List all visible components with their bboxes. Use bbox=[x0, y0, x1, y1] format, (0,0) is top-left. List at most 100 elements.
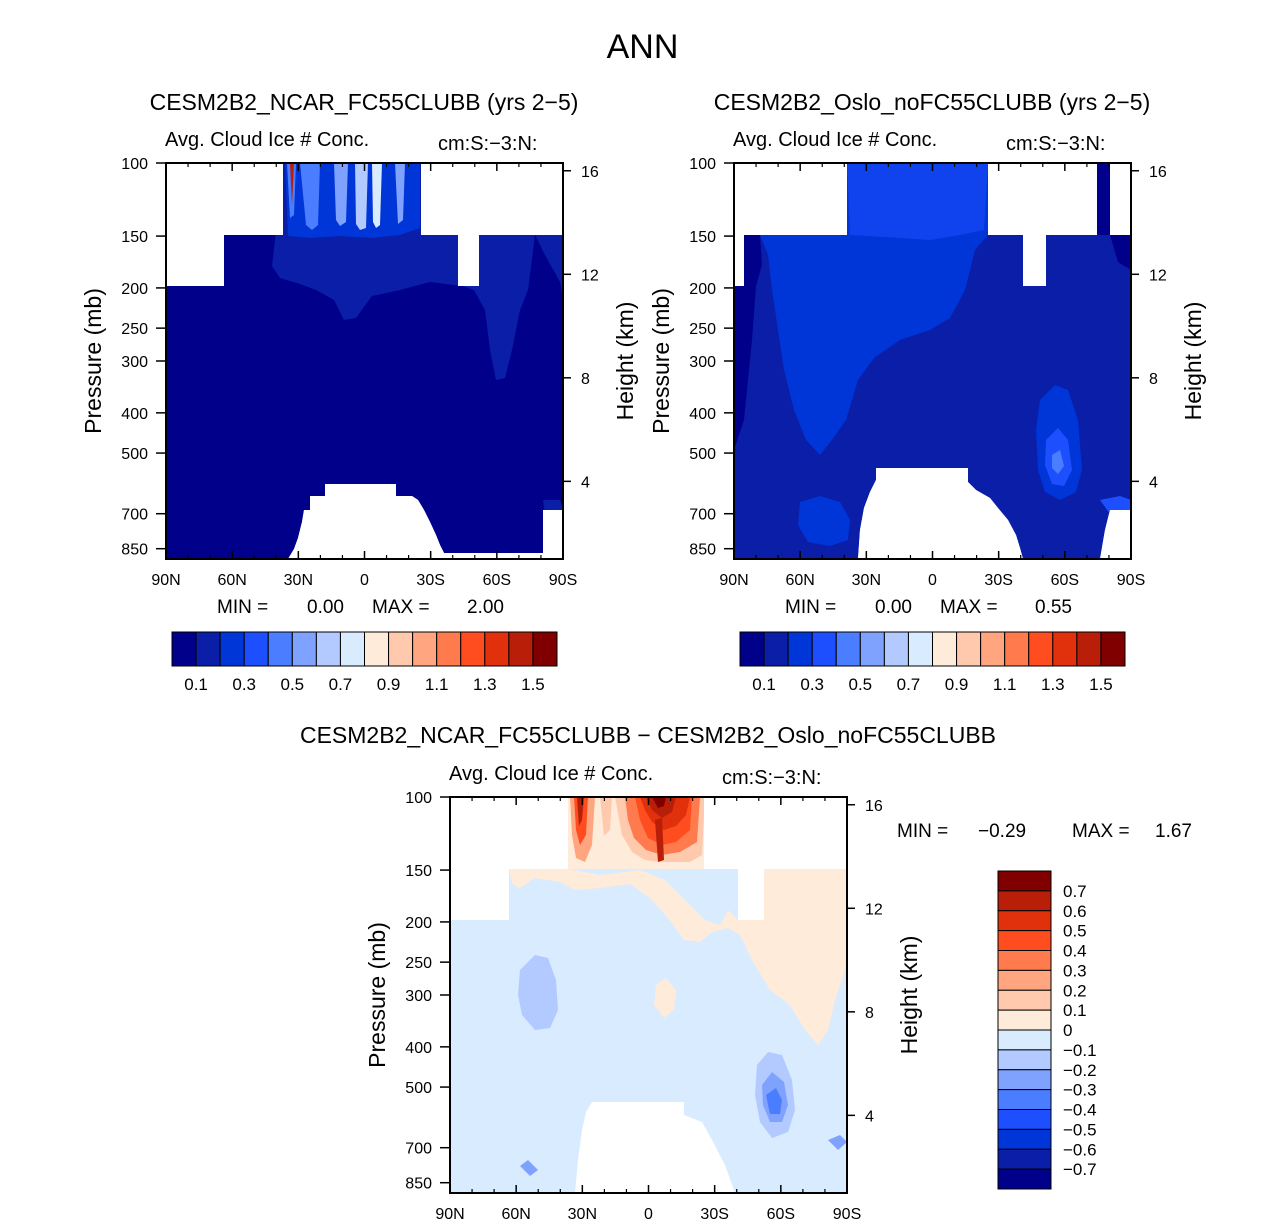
colorbar-label: 0 bbox=[1063, 1021, 1072, 1040]
colorbar-cell bbox=[508, 631, 534, 667]
contour-field bbox=[734, 163, 1131, 559]
colorbar-label: 0.6 bbox=[1063, 902, 1087, 921]
colorbar-cell bbox=[811, 631, 837, 667]
x-tick-label: 30S bbox=[700, 1206, 728, 1223]
colorbar-cell bbox=[997, 930, 1052, 951]
min-label: MIN = bbox=[217, 597, 268, 618]
colorbar-cell bbox=[997, 1089, 1052, 1110]
min-value: 0.00 bbox=[875, 597, 912, 618]
x-tick-label: 60S bbox=[767, 1206, 795, 1223]
colorbar-cell bbox=[243, 631, 269, 667]
y-tick-label: 250 bbox=[121, 321, 148, 338]
page-title: ANN bbox=[606, 28, 679, 66]
colorbar-cell bbox=[484, 631, 510, 667]
colorbar-cell bbox=[763, 631, 789, 667]
colorbar-label: 1.3 bbox=[1041, 675, 1065, 694]
x-tick-label: 90N bbox=[435, 1206, 464, 1223]
y-tick-label: 700 bbox=[689, 507, 716, 524]
colorbar-cell bbox=[388, 631, 414, 667]
colorbar-cell bbox=[339, 631, 365, 667]
height-tick-label: 4 bbox=[1149, 474, 1158, 491]
colorbar-label: 0.3 bbox=[800, 675, 824, 694]
colorbar-label: 0.9 bbox=[945, 675, 969, 694]
x-tick-label: 60N bbox=[217, 572, 246, 589]
colorbar-cell bbox=[171, 631, 197, 667]
height-tick-label: 12 bbox=[1149, 267, 1167, 284]
y-tick-label: 400 bbox=[405, 1040, 432, 1057]
variable-label: Avg. Cloud Ice # Conc. bbox=[449, 763, 653, 785]
colorbar-cell bbox=[835, 631, 861, 667]
colorbar-cell bbox=[195, 631, 221, 667]
colorbar-cell bbox=[436, 631, 462, 667]
colorbar-cell bbox=[997, 1128, 1052, 1150]
colorbar-cell bbox=[1076, 631, 1102, 667]
colorbar-label: −0.3 bbox=[1063, 1081, 1097, 1100]
height-tick-label: 4 bbox=[865, 1108, 874, 1125]
colorbar-cell bbox=[997, 1029, 1052, 1051]
x-tick-label: 30S bbox=[416, 572, 444, 589]
variable-label: Avg. Cloud Ice # Conc. bbox=[733, 129, 937, 151]
y-tick-label: 200 bbox=[689, 281, 716, 298]
x-tick-label: 30S bbox=[984, 572, 1012, 589]
height-tick-label: 16 bbox=[1149, 164, 1167, 181]
colorbar-cell bbox=[980, 631, 1006, 667]
min-label: MIN = bbox=[897, 821, 948, 842]
y-tick-label: 200 bbox=[121, 281, 148, 298]
colorbar-label: 0.4 bbox=[1063, 942, 1087, 961]
units-label: cm:S:−3:N: bbox=[1006, 133, 1105, 155]
case-title: CESM2B2_NCAR_FC55CLUBB (yrs 2−5) bbox=[150, 89, 579, 115]
colorbar-cell bbox=[1004, 631, 1030, 667]
colorbar-cell bbox=[956, 631, 982, 667]
y-tick-label: 700 bbox=[405, 1141, 432, 1158]
colorbar-label: 0.5 bbox=[848, 675, 872, 694]
y-tick-label: 850 bbox=[121, 542, 148, 559]
colorbar-cell bbox=[859, 631, 885, 667]
y-tick-label: 100 bbox=[405, 790, 432, 807]
y-tick-label: 500 bbox=[689, 446, 716, 463]
contour-field bbox=[166, 163, 563, 559]
y-tick-label: 100 bbox=[689, 156, 716, 173]
colorbar-label: 0.3 bbox=[1063, 961, 1087, 980]
colorbar-top-right: 0.1 0.3 0.5 0.7 0.9 1.1 1.3 1.5 bbox=[739, 631, 1126, 694]
colorbar-cell bbox=[997, 1069, 1052, 1091]
colorbar-cell bbox=[460, 631, 486, 667]
colorbar-cell bbox=[932, 631, 958, 667]
colorbar-label: 0.9 bbox=[377, 675, 401, 694]
x-tick-label: 90S bbox=[833, 1206, 861, 1223]
x-tick-label: 30N bbox=[284, 572, 313, 589]
y-tick-label: 400 bbox=[689, 406, 716, 423]
colorbar-cell bbox=[997, 1168, 1052, 1190]
height-tick-label: 8 bbox=[581, 371, 590, 388]
colorbar-label: 0.7 bbox=[1063, 882, 1087, 901]
y-axis-label: Pressure (mb) bbox=[648, 288, 674, 434]
y-tick-label: 250 bbox=[689, 321, 716, 338]
contour-field bbox=[450, 797, 847, 1193]
y-tick-label: 850 bbox=[405, 1176, 432, 1193]
colorbar-label: −0.1 bbox=[1063, 1041, 1097, 1060]
x-tick-label: 90N bbox=[719, 572, 748, 589]
x-tick-label: 30N bbox=[852, 572, 881, 589]
y-axis-label: Pressure (mb) bbox=[80, 288, 106, 434]
colorbar-label: 1.1 bbox=[425, 675, 449, 694]
colorbar-cell bbox=[997, 1148, 1052, 1170]
colorbar-label: 0.5 bbox=[280, 675, 304, 694]
y-tick-label: 200 bbox=[405, 915, 432, 932]
x-tick-label: 90S bbox=[1117, 572, 1145, 589]
colorbar-cell bbox=[1100, 631, 1126, 667]
colorbar-label: 1.5 bbox=[521, 675, 545, 694]
height-tick-label: 12 bbox=[865, 901, 883, 918]
height-tick-label: 8 bbox=[865, 1005, 874, 1022]
max-value: 2.00 bbox=[467, 597, 504, 618]
colorbar-cell bbox=[997, 1009, 1052, 1031]
y-tick-label: 700 bbox=[121, 507, 148, 524]
colorbar-cell bbox=[1052, 631, 1078, 667]
colorbar-label: −0.2 bbox=[1063, 1061, 1097, 1080]
x-tick-label: 60N bbox=[785, 572, 814, 589]
x-tick-label: 30N bbox=[568, 1206, 597, 1223]
x-tick-label: 0 bbox=[360, 572, 369, 589]
y-tick-label: 500 bbox=[121, 446, 148, 463]
colorbar-cell bbox=[997, 950, 1052, 971]
colorbar-label: −0.5 bbox=[1063, 1120, 1097, 1139]
y-tick-label: 100 bbox=[121, 156, 148, 173]
colorbar-label: 0.7 bbox=[897, 675, 921, 694]
